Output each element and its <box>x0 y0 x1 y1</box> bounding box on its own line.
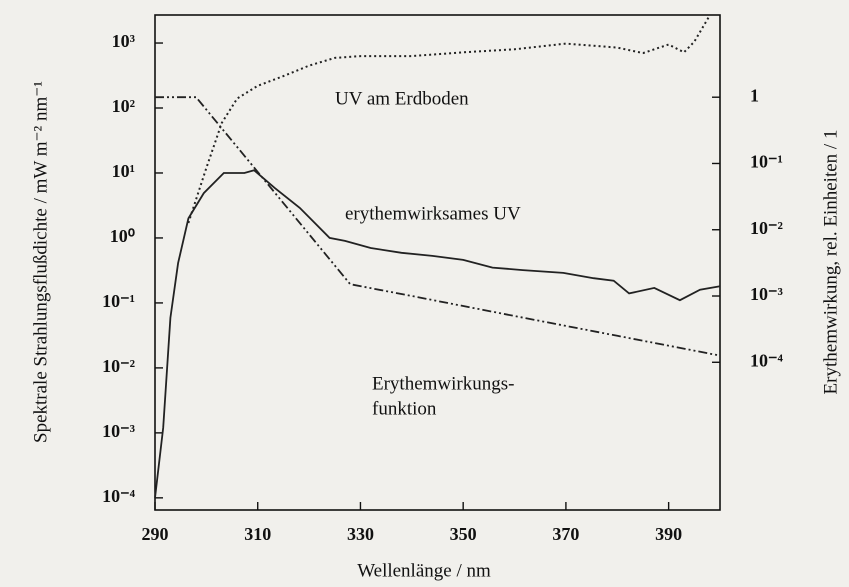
y2-tick-label: 1 <box>750 85 759 105</box>
y2-tick-label: 10⁻² <box>750 218 783 238</box>
x-tick-label: 370 <box>552 524 579 544</box>
y-axis-label: Spektrale Strahlungsflußdichte / mW m⁻² … <box>30 81 51 443</box>
y-tick-label: 10³ <box>112 31 136 51</box>
annotation: UV am Erdboden <box>335 88 469 109</box>
y-tick-label: 10⁰ <box>110 226 135 246</box>
y2-tick-label: 10⁻¹ <box>750 152 783 172</box>
y2-axis-label: Erythemwirkung, rel. Einheiten / 1 <box>820 130 841 395</box>
y2-tick-label: 10⁻³ <box>750 284 784 304</box>
line-series <box>155 96 721 357</box>
plot-frame <box>154 14 721 511</box>
line-series <box>154 169 721 498</box>
y-tick-label: 10⁻⁴ <box>102 486 136 506</box>
annotation: Erythemwirkungs- <box>372 373 514 394</box>
x-tick-label: 310 <box>244 524 271 544</box>
y2-tick-label: 10⁻⁴ <box>750 350 784 370</box>
x-tick-label: 330 <box>347 524 374 544</box>
x-tick-label: 290 <box>142 524 169 544</box>
y-tick-label: 10⁻¹ <box>102 291 135 311</box>
x-tick-label: 390 <box>655 524 682 544</box>
annotation: funktion <box>372 398 437 419</box>
x-tick-label: 350 <box>450 524 477 544</box>
y-tick-label: 10⁻² <box>102 356 135 376</box>
annotation: erythemwirksames UV <box>345 203 521 224</box>
y-tick-label: 10¹ <box>112 161 135 181</box>
x-axis-label: Wellenlänge / nm <box>357 560 491 581</box>
line-series <box>187 14 711 224</box>
y-tick-label: 10⁻³ <box>102 421 136 441</box>
y-tick-label: 10² <box>112 96 135 116</box>
